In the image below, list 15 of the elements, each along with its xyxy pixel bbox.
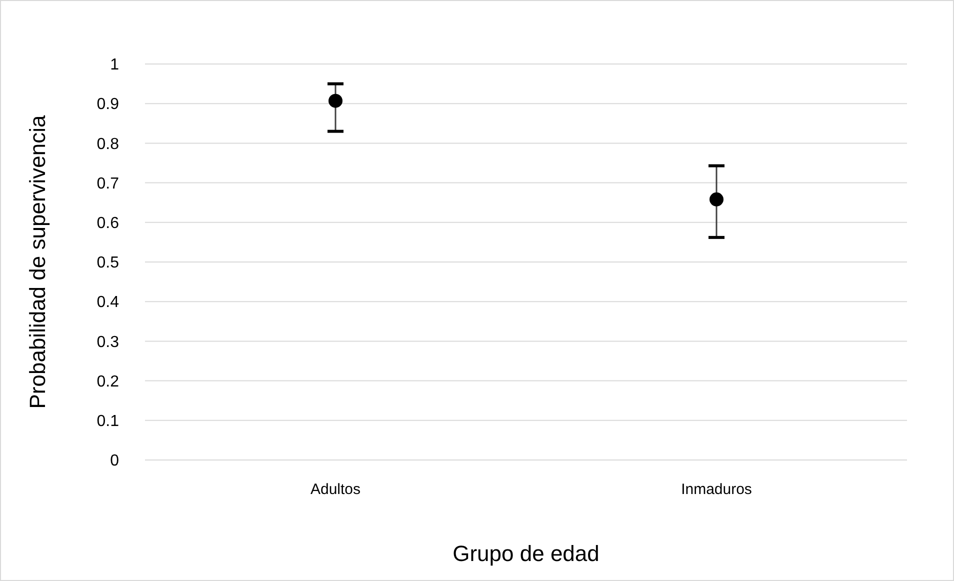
y-tick-label: 0.8 — [96, 136, 120, 153]
y-tick-label: 0 — [110, 452, 120, 470]
y-tick-label: 0.4 — [96, 294, 120, 312]
y-tick-label: 0.2 — [96, 373, 120, 390]
y-tick-label: 0.6 — [96, 215, 120, 232]
y-tick-label: 0.1 — [96, 413, 120, 430]
y-tick-label: 0.7 — [96, 175, 120, 192]
y-tick-label: 0.5 — [96, 254, 120, 272]
x-tick-label: Adultos — [310, 481, 361, 498]
y-axis-title: Probabilidad de supervivencia — [25, 114, 50, 409]
y-tick-label: 0.9 — [96, 96, 120, 114]
x-tick-label: Inmaduros — [681, 481, 752, 498]
y-tick-label: 1 — [110, 56, 120, 74]
x-axis-title: Grupo de edad — [452, 541, 600, 566]
y-tick-label: 0.3 — [96, 334, 120, 351]
